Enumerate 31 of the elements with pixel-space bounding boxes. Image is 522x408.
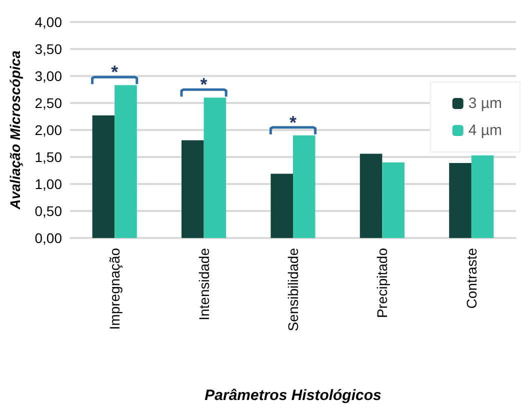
y-tick-label: 3,00: [34, 68, 62, 84]
bar: [471, 155, 494, 238]
y-tick-label: 3,50: [34, 41, 62, 57]
x-tick-label: Impregnação: [106, 248, 123, 330]
bar: [293, 135, 316, 238]
y-tick-label: 1,00: [34, 176, 62, 192]
x-axis-title: Parâmetros Histológicos: [204, 387, 382, 404]
y-tick-label: 2,00: [34, 122, 62, 138]
y-tick-label: 0,50: [34, 203, 62, 219]
bar: [360, 154, 382, 238]
bar: [114, 85, 137, 238]
y-axis-title: Avaliação Microscópica: [7, 50, 23, 210]
annotation: *: [289, 112, 297, 132]
legend-label: 3 µm: [468, 95, 502, 112]
x-tick-label: Precipitado: [374, 248, 390, 318]
annotation: *: [111, 62, 118, 82]
bar: [449, 162, 472, 238]
bar: [92, 115, 115, 238]
y-tick-label: 1,50: [34, 149, 62, 165]
legend-label: 4 µm: [468, 122, 502, 139]
x-tick-label: Sensibilidade: [285, 248, 301, 332]
y-tick-label: 4,00: [34, 14, 62, 30]
x-tick-label: Contraste: [463, 248, 480, 309]
bar: [204, 98, 226, 238]
bar: [182, 140, 204, 238]
y-tick-label: 2,50: [34, 95, 62, 111]
x-tick-label: Intensidade: [196, 248, 212, 320]
bar: [382, 162, 404, 238]
annotation: *: [200, 74, 208, 95]
bar: [270, 174, 293, 238]
y-tick-label: 0,00: [34, 230, 62, 246]
